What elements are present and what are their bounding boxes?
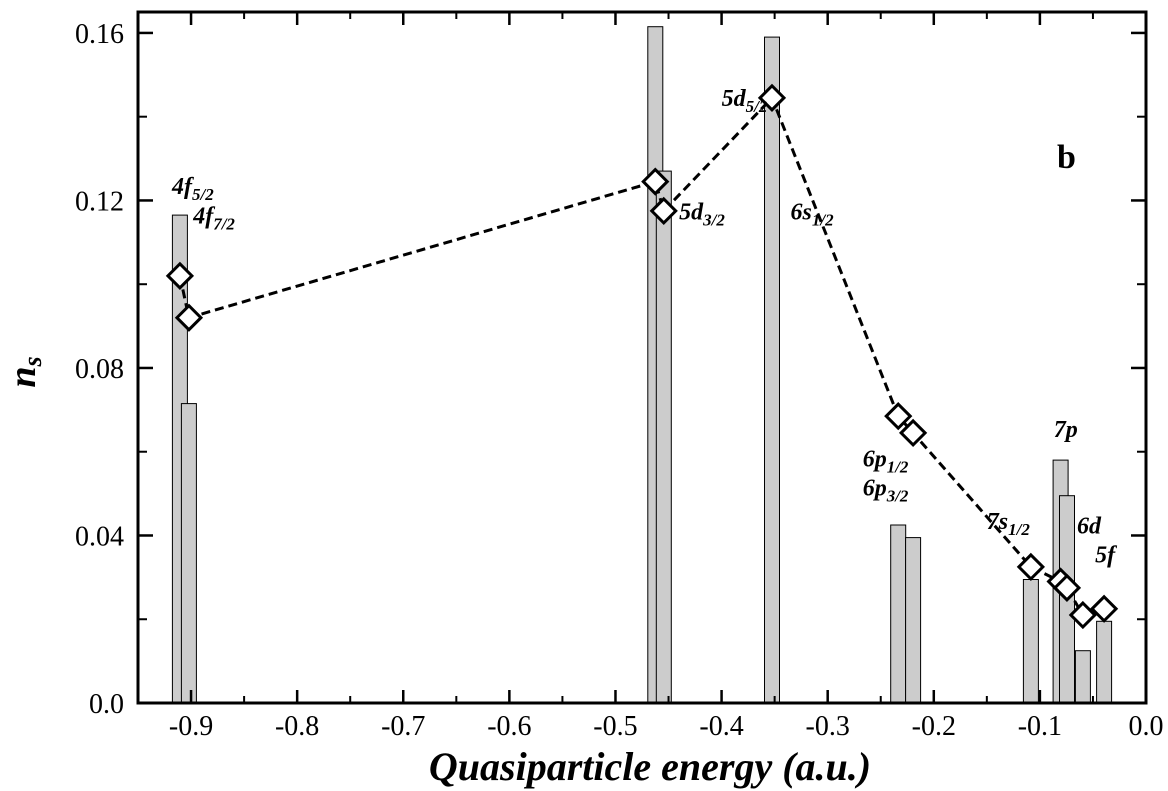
bar-7 [1022, 579, 1039, 704]
series-point-0-5 [884, 402, 913, 431]
y-axis-title-main: n [2, 366, 44, 387]
annotation-9-main: 6d [1077, 513, 1102, 539]
series-layer [165, 83, 1119, 630]
annotation-4: 6s1/2 [791, 199, 835, 229]
annotation-10: 5f [1095, 543, 1117, 569]
y-tick-label-4: 0.16 [75, 19, 124, 50]
ticks-layer: -0.9 -0.8 -0.7 -0.6 -0.5 -0.4 -0.3 -0.2 -0.1 0.0 0… [75, 12, 1164, 742]
bar-5 [890, 524, 907, 704]
annotation-1-sub: 7/2 [213, 215, 235, 234]
x-tick-label-3: -0.6 [487, 711, 531, 742]
annotation-6-main: 6p [863, 476, 887, 502]
series-point-0-4 [757, 83, 787, 112]
x-tick-label-8: -0.1 [1018, 711, 1062, 742]
plot-border [136, 10, 1148, 705]
bar-11 [1096, 620, 1113, 704]
annotation-6-sub: 3/2 [886, 487, 909, 506]
annotation-3-sub: 3/2 [702, 210, 725, 229]
annotation-8-main: 7p [1054, 417, 1078, 443]
annotation-2-sub: 5/2 [746, 97, 768, 116]
annotation-0-main: 4f [171, 174, 194, 200]
annotation-1-main: 4f [192, 204, 215, 230]
annotation-7-main: 7s [987, 509, 1008, 535]
series-point-0-0 [165, 261, 195, 290]
series-point-0-2 [641, 167, 670, 196]
x-tick-label-5: -0.4 [699, 711, 743, 742]
x-tick-label-4: -0.5 [593, 711, 637, 742]
x-tick-label-1: -0.8 [275, 711, 319, 742]
annotation-3-main: 5d [679, 199, 704, 225]
bar-4 [764, 36, 780, 704]
bar-10 [1074, 650, 1091, 704]
annotation-4-sub: 1/2 [812, 210, 834, 229]
bar-6 [905, 537, 922, 704]
series-point-0-11 [1089, 594, 1119, 623]
y-tick-label-0: 0.0 [89, 689, 124, 720]
y-tick-label-3: 0.12 [75, 186, 124, 217]
annotation-6: 6p3/2 [863, 476, 909, 506]
annotation-2: 5d5/2 [722, 86, 768, 116]
series-point-0-1 [174, 303, 204, 332]
plot-frame [136, 10, 1148, 705]
annotation-9: 6d [1077, 513, 1102, 539]
x-tick-label-0: -0.9 [169, 711, 213, 742]
x-tick-label-2: -0.7 [381, 711, 425, 742]
bar-1 [180, 403, 197, 704]
annotation-3: 5d3/2 [679, 199, 725, 229]
annotation-10-main: 5f [1095, 543, 1117, 569]
series-point-0-9 [1052, 573, 1082, 602]
bars-layer [171, 26, 1113, 704]
annotation-5: 6p1/2 [863, 446, 909, 476]
x-tick-label-9: 0.0 [1129, 711, 1164, 742]
x-tick-label-6: -0.3 [806, 711, 850, 742]
y-axis-title: ns [2, 356, 47, 387]
bar-3 [655, 170, 672, 704]
annotation-4-main: 6s [791, 199, 812, 225]
annotation-1: 4f7/2 [192, 204, 235, 234]
series-point-0-3 [649, 196, 678, 226]
x-axis-title: Quasiparticle energy (a.u.) [429, 744, 871, 789]
series-point-0-6 [898, 418, 928, 448]
series-line-0 [178, 95, 1105, 617]
y-axis-title-sub: s [18, 356, 47, 367]
annotation-7: 7s1/2 [987, 509, 1031, 539]
annotation-2-main: 5d [722, 86, 747, 112]
panel-label: b [1057, 139, 1076, 176]
x-tick-label-7: -0.2 [912, 711, 956, 742]
y-tick-label-2: 0.08 [75, 354, 124, 385]
annotation-0: 4f5/2 [171, 174, 214, 204]
annotation-7-sub: 1/2 [1008, 520, 1030, 539]
annotation-8: 7p [1054, 417, 1078, 443]
series-point-0-10 [1068, 600, 1097, 630]
annotation-5-sub: 1/2 [887, 457, 909, 476]
series-point-0-7 [1016, 552, 1045, 582]
annotation-0-sub: 5/2 [192, 185, 214, 204]
y-tick-label-1: 0.04 [75, 521, 124, 552]
annotation-5-main: 6p [863, 446, 887, 472]
